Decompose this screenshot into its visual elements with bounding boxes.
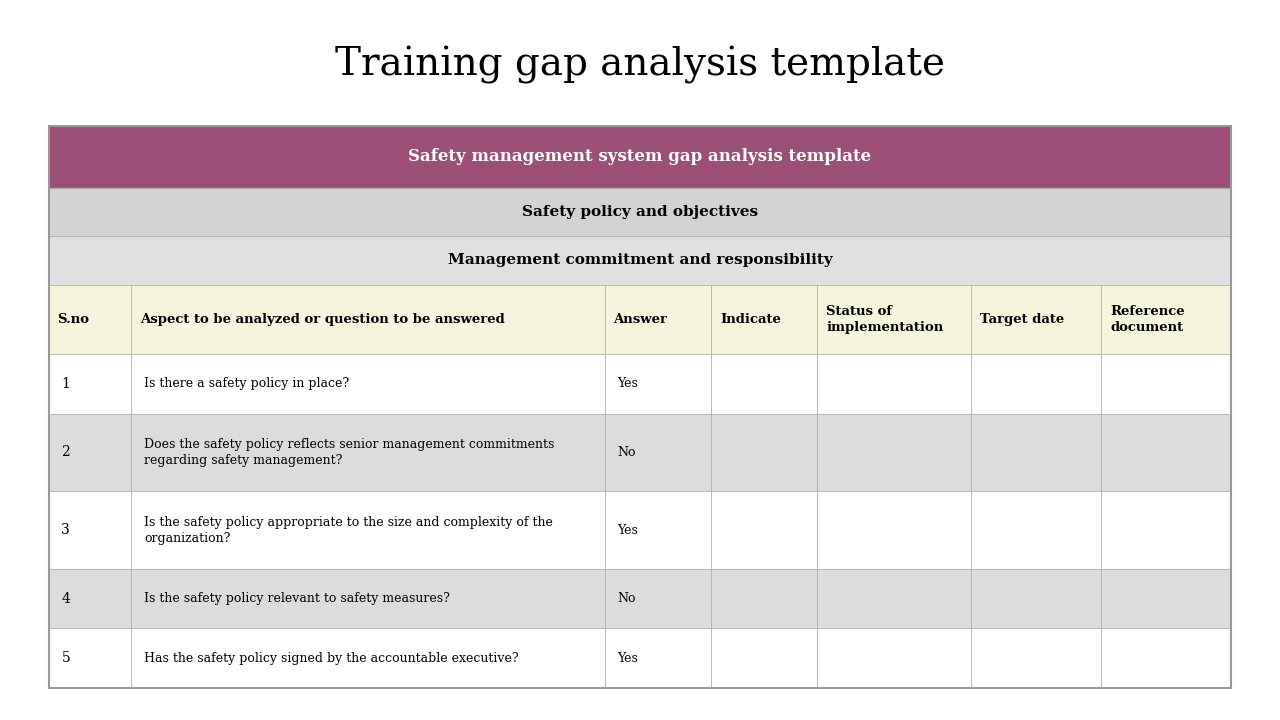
Bar (132, 354, 604, 413)
Text: Has the safety policy signed by the accountable executive?: Has the safety policy signed by the acco… (145, 652, 518, 665)
Bar (1101, 492, 1231, 570)
Bar (604, 354, 710, 413)
Bar (1101, 570, 1231, 629)
Bar (1101, 413, 1231, 492)
Bar (49, 126, 1231, 688)
Text: Reference
document: Reference document (1110, 305, 1185, 334)
Bar (132, 413, 604, 492)
Bar (49, 629, 132, 688)
Bar (710, 413, 818, 492)
Text: No: No (617, 593, 636, 606)
Bar (604, 492, 710, 570)
Text: Status of
implementation: Status of implementation (827, 305, 943, 334)
Bar (132, 629, 604, 688)
Bar (49, 236, 1231, 284)
Text: Is there a safety policy in place?: Is there a safety policy in place? (145, 377, 349, 390)
Bar (972, 492, 1101, 570)
Bar (49, 284, 132, 354)
Text: Training gap analysis template: Training gap analysis template (335, 46, 945, 84)
Bar (604, 284, 710, 354)
Text: Answer: Answer (613, 313, 667, 326)
Text: Indicate: Indicate (719, 313, 781, 326)
Text: Yes: Yes (617, 524, 639, 537)
Bar (972, 354, 1101, 413)
Text: Is the safety policy appropriate to the size and complexity of the
organization?: Is the safety policy appropriate to the … (145, 516, 553, 545)
Text: 4: 4 (61, 592, 70, 606)
Text: 2: 2 (61, 446, 70, 459)
Text: Safety policy and objectives: Safety policy and objectives (522, 205, 758, 219)
Bar (1101, 629, 1231, 688)
Bar (972, 413, 1101, 492)
Bar (710, 354, 818, 413)
Text: Yes: Yes (617, 652, 639, 665)
Bar (818, 629, 972, 688)
Text: No: No (617, 446, 636, 459)
Bar (710, 284, 818, 354)
Bar (604, 570, 710, 629)
Bar (132, 492, 604, 570)
Bar (972, 570, 1101, 629)
Bar (49, 492, 132, 570)
Bar (604, 629, 710, 688)
Text: Target date: Target date (980, 313, 1065, 326)
Bar (818, 354, 972, 413)
Bar (710, 570, 818, 629)
Bar (49, 354, 132, 413)
Text: Does the safety policy reflects senior management commitments
regarding safety m: Does the safety policy reflects senior m… (145, 438, 554, 467)
Bar (49, 413, 132, 492)
Bar (818, 492, 972, 570)
Text: Safety management system gap analysis template: Safety management system gap analysis te… (408, 148, 872, 166)
Text: 5: 5 (61, 651, 70, 665)
Bar (972, 629, 1101, 688)
Bar (818, 570, 972, 629)
Text: Aspect to be analyzed or question to be answered: Aspect to be analyzed or question to be … (141, 313, 506, 326)
Text: S.no: S.no (58, 313, 90, 326)
Bar (49, 188, 1231, 236)
Text: 3: 3 (61, 523, 70, 537)
Bar (972, 284, 1101, 354)
Bar (49, 570, 132, 629)
Bar (710, 492, 818, 570)
Bar (818, 284, 972, 354)
Text: Management commitment and responsibility: Management commitment and responsibility (448, 253, 832, 267)
Text: Is the safety policy relevant to safety measures?: Is the safety policy relevant to safety … (145, 593, 451, 606)
Text: 1: 1 (61, 377, 70, 391)
Text: Yes: Yes (617, 377, 639, 390)
Bar (1101, 354, 1231, 413)
Bar (1101, 284, 1231, 354)
Bar (710, 629, 818, 688)
Bar (604, 413, 710, 492)
Bar (818, 413, 972, 492)
Bar (49, 126, 1231, 188)
Bar (132, 284, 604, 354)
Bar (132, 570, 604, 629)
